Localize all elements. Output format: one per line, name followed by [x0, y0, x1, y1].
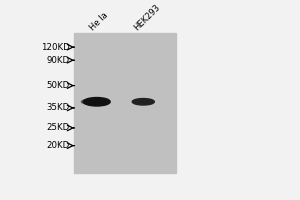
- Text: 50KD: 50KD: [47, 81, 70, 90]
- Text: 120KD: 120KD: [41, 43, 70, 52]
- Ellipse shape: [132, 99, 154, 105]
- Text: 25KD: 25KD: [47, 123, 70, 132]
- Text: He la: He la: [88, 11, 110, 32]
- Ellipse shape: [81, 99, 96, 104]
- Ellipse shape: [83, 98, 110, 106]
- Text: 20KD: 20KD: [47, 141, 70, 150]
- Bar: [74, 33, 176, 173]
- Text: 35KD: 35KD: [47, 103, 70, 112]
- Text: HEK293: HEK293: [132, 3, 162, 32]
- Text: 90KD: 90KD: [47, 56, 70, 65]
